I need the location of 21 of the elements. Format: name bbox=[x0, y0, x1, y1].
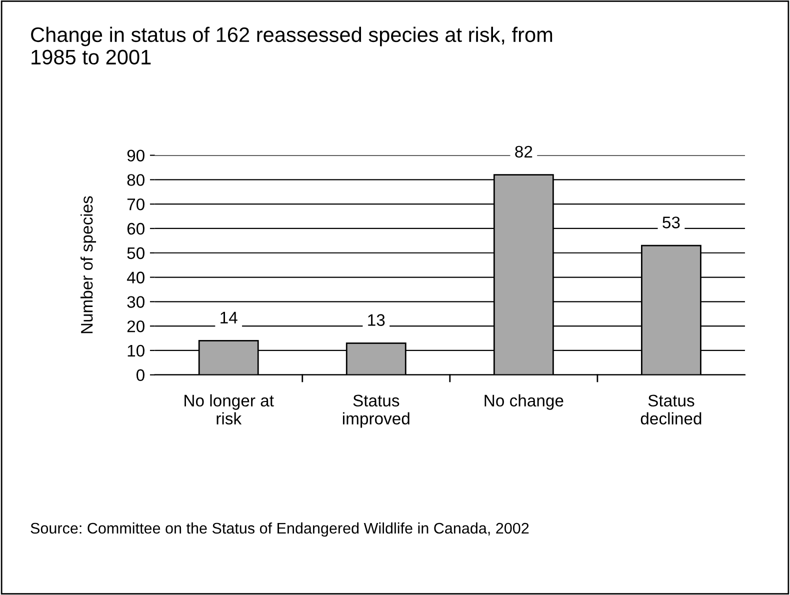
y-tick-label: 80 bbox=[127, 174, 144, 186]
chart-title: Change in status of 162 reassessed species at risk, from 1985 to 2001 bbox=[31, 26, 552, 65]
y-tick-label: 70 bbox=[127, 198, 144, 210]
data-label: 14 bbox=[220, 312, 238, 324]
x-tick-label: No change bbox=[484, 394, 564, 410]
y-tick-label: 50 bbox=[127, 247, 144, 260]
data-label: 82 bbox=[515, 146, 532, 158]
y-tick-label: 60 bbox=[127, 222, 144, 235]
x-tick-label: No longer at risk bbox=[184, 394, 274, 424]
y-axis-title: Number of species bbox=[80, 196, 96, 334]
source-note: Source: Committee on the Status of Endangered Wildlife in Canada, 2002 bbox=[30, 522, 529, 537]
y-tick-label: 10 bbox=[128, 344, 144, 357]
x-tick-label: Status improved bbox=[342, 394, 410, 428]
data-label: 53 bbox=[662, 216, 680, 228]
y-tick-label: 20 bbox=[127, 320, 144, 332]
x-tick-label: Status declined bbox=[640, 394, 702, 424]
y-tick-label: 30 bbox=[127, 296, 144, 308]
y-tick-label: 40 bbox=[126, 272, 144, 284]
y-tick-label: 0 bbox=[136, 369, 144, 382]
y-tick-label: 90 bbox=[127, 150, 144, 162]
data-label: 13 bbox=[368, 314, 385, 326]
